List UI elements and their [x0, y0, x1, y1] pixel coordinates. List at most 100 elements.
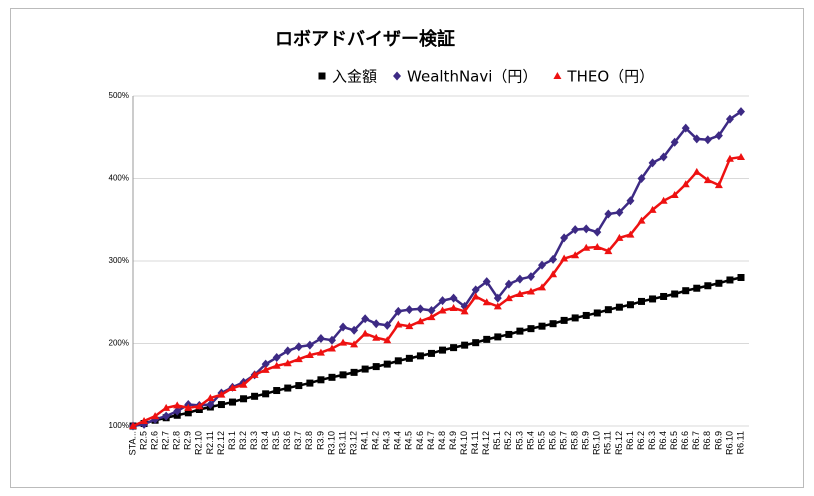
data-point	[648, 158, 657, 168]
data-point	[140, 417, 149, 425]
data-point	[549, 254, 558, 264]
data-point	[284, 384, 292, 392]
data-point	[726, 276, 734, 284]
x-tick-label: R5.2	[503, 431, 513, 450]
x-tick-label: R4.10	[459, 431, 469, 455]
data-point	[692, 167, 701, 175]
data-point	[184, 403, 193, 411]
data-point	[394, 357, 402, 365]
data-point	[582, 224, 591, 234]
x-tick-label: R5.11	[603, 431, 613, 454]
data-point	[217, 390, 226, 398]
data-point	[593, 309, 601, 317]
data-point	[251, 392, 259, 400]
data-point	[604, 247, 613, 255]
data-point	[383, 360, 391, 368]
y-tick-label: 100%	[109, 421, 129, 430]
data-point	[471, 285, 480, 295]
x-tick-label: R6.10	[724, 431, 734, 455]
data-point	[571, 251, 580, 259]
data-point	[714, 131, 723, 141]
data-point	[483, 335, 491, 343]
data-point	[703, 135, 712, 145]
data-point	[272, 353, 281, 363]
chart-title: ロボアドバイザー検証	[275, 28, 455, 50]
data-point	[637, 216, 646, 224]
data-point	[339, 371, 347, 379]
data-point	[515, 274, 524, 284]
data-point	[560, 254, 569, 262]
data-point	[649, 295, 657, 303]
data-point	[217, 401, 225, 409]
data-point	[538, 283, 547, 291]
data-point	[703, 176, 712, 184]
x-tick-label: R5.9	[581, 431, 591, 450]
data-point	[372, 319, 381, 329]
data-point	[151, 412, 160, 420]
data-point	[327, 344, 336, 352]
legend-label: 入金額	[332, 68, 377, 86]
x-tick-label: R5.5	[536, 431, 546, 450]
x-tick-label: R4.12	[481, 431, 491, 455]
x-tick-label: R2.8	[172, 431, 182, 450]
data-point	[239, 380, 248, 388]
data-point	[516, 327, 524, 335]
x-tick-label: R6.8	[702, 431, 712, 450]
legend-label: THEO（円）	[566, 68, 654, 86]
data-point	[615, 207, 624, 217]
y-tick-label: 400%	[109, 174, 129, 183]
series-line	[132, 155, 742, 428]
legend-marker	[393, 71, 402, 81]
data-point	[549, 270, 558, 278]
x-tick-label: R2.11	[205, 431, 215, 454]
data-point	[626, 301, 634, 309]
data-point	[305, 340, 314, 350]
data-point	[405, 305, 414, 315]
x-tick-label: R6.3	[647, 431, 657, 450]
data-point	[737, 107, 745, 117]
data-point	[615, 303, 623, 311]
data-point	[692, 134, 701, 144]
data-point	[162, 411, 171, 421]
x-tick-label: R4.9	[448, 431, 458, 450]
data-point	[305, 351, 314, 359]
data-point	[350, 325, 359, 335]
data-point	[416, 304, 425, 314]
data-point	[460, 307, 469, 315]
data-point	[593, 227, 602, 237]
data-point	[538, 322, 546, 330]
data-point	[493, 302, 502, 310]
data-point	[681, 123, 690, 133]
x-tick-label: R2.6	[149, 431, 159, 450]
x-tick-label: R3.12	[348, 431, 358, 455]
data-point	[615, 233, 624, 241]
x-tick-label: R5.7	[559, 431, 569, 450]
data-point	[571, 225, 580, 235]
data-point	[173, 406, 182, 416]
data-point	[681, 180, 690, 188]
data-point	[361, 314, 370, 324]
data-point	[383, 320, 392, 330]
x-tick-label: R2.7	[161, 431, 171, 450]
data-point	[682, 287, 690, 295]
data-point	[472, 339, 480, 347]
x-tick-label: R5.4	[525, 431, 535, 450]
data-point	[294, 355, 303, 363]
x-tick-label: R6.9	[713, 431, 723, 450]
data-point	[493, 293, 502, 303]
data-point	[560, 316, 568, 324]
data-point	[439, 346, 447, 354]
data-point	[261, 365, 270, 373]
data-point	[372, 333, 381, 341]
x-tick-label: R5.3	[514, 431, 524, 450]
data-point	[670, 137, 679, 147]
x-tick-label: R3.9	[315, 431, 325, 450]
chart-frame	[10, 8, 804, 488]
data-point	[626, 196, 635, 206]
data-point	[450, 344, 458, 352]
x-tick-label: R2.5	[138, 431, 148, 450]
data-point	[427, 306, 436, 315]
data-point	[504, 279, 513, 289]
data-point	[505, 330, 513, 338]
data-point	[604, 306, 612, 314]
